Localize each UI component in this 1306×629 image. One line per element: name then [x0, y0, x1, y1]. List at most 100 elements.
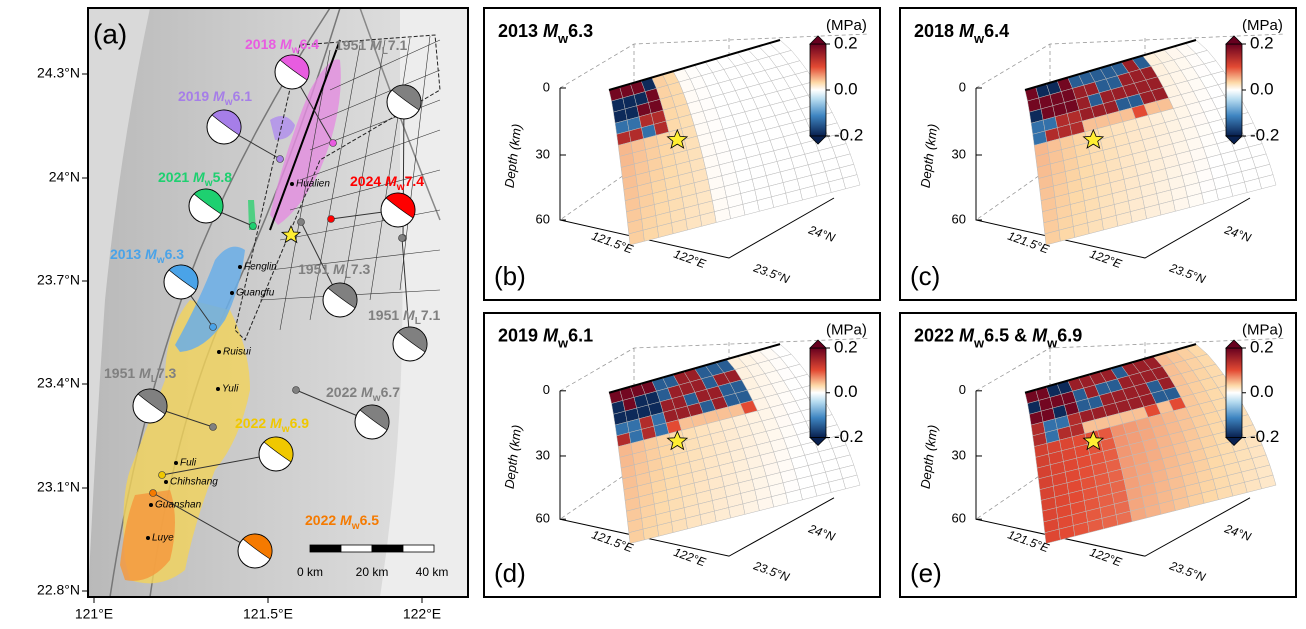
fault-panel: 2013 Mw6.3(b)Depth (km)03060121.5°E122°E…: [484, 8, 880, 300]
colorbar-unit: (MPa): [1242, 321, 1283, 338]
depth-tick-label: 30: [536, 447, 550, 462]
text-part: M: [340, 512, 352, 528]
colorbar-tick-label: 0.0: [834, 79, 858, 98]
panels: 2013 Mw6.3(b)Depth (km)03060121.5°E122°E…: [484, 8, 1296, 597]
place-label: Chihshang: [170, 477, 218, 488]
place-label: Fenglin: [244, 262, 277, 273]
lon-tick-label: 122°E: [403, 606, 441, 622]
text-part: M: [333, 261, 345, 277]
scale-segment: [372, 545, 403, 552]
epicenter: [250, 223, 257, 230]
lat-tick-label: 23.7°N: [37, 272, 80, 288]
colorbar-tick-label: 0.2: [1250, 337, 1274, 356]
depth-tick-label: 0: [959, 382, 966, 397]
text-part: M: [385, 173, 397, 189]
text-part: 6.4: [984, 21, 1009, 41]
text-part: 2013: [498, 21, 543, 41]
text-part: w: [156, 255, 165, 266]
colorbar-tick-label: -0.2: [1250, 125, 1279, 144]
text-part: 2013: [110, 246, 145, 262]
place-dot: [174, 461, 178, 465]
lat-tick-label: 23.1°N: [37, 479, 80, 495]
epicenter: [210, 424, 217, 431]
depth-tick-label: 0: [543, 79, 550, 94]
text-part: w: [204, 178, 213, 189]
place-dot: [290, 182, 294, 186]
depth-tick-label: 30: [952, 447, 966, 462]
text-part: w: [281, 424, 290, 435]
text-part: M: [361, 384, 373, 400]
depth-tick-label: 30: [952, 146, 966, 161]
text-part: M: [193, 169, 205, 185]
colorbar-unit: (MPa): [826, 321, 867, 338]
fault-panel: 2019 Mw6.1(d)Depth (km)03060121.5°E122°E…: [484, 313, 880, 597]
text-part: 6.9: [290, 415, 310, 431]
colorbar: [1226, 348, 1242, 437]
text-part: w: [372, 393, 381, 404]
text-part: w: [291, 45, 300, 56]
text-part: 7.1: [388, 37, 408, 53]
place-label: Luye: [152, 533, 174, 544]
place-dot: [230, 291, 234, 295]
text-part: 6.5 &: [984, 325, 1032, 345]
text-part: 2024: [350, 173, 385, 189]
colorbar: [1226, 44, 1242, 136]
epicenter: [210, 324, 217, 331]
lon-tick-label: 121°E: [75, 606, 113, 622]
epicenter: [293, 387, 300, 394]
panel-label: (d): [494, 558, 526, 588]
place-dot: [146, 536, 150, 540]
panel-label: (a): [93, 18, 127, 49]
text-part: 2019: [178, 88, 213, 104]
text-part: M: [139, 365, 151, 381]
place-dot: [217, 350, 221, 354]
epicenter: [298, 219, 305, 226]
depth-tick-label: 0: [959, 79, 966, 94]
text-part: 1951: [368, 307, 403, 323]
fault-panel: 2022 Mw6.5 & Mw6.9(e)Depth (km)03060121.…: [900, 313, 1296, 597]
text-part: 2018: [245, 36, 280, 52]
text-part: w: [224, 97, 233, 108]
text-part: w: [351, 521, 360, 532]
place-label: Yuli: [222, 384, 239, 395]
text-part: 7.1: [421, 307, 441, 323]
text-part: M: [270, 415, 282, 431]
epicenter: [150, 490, 157, 497]
colorbar: [810, 348, 826, 437]
colorbar-tick-label: 0.0: [834, 382, 858, 401]
fault-panel: 2018 Mw6.4(c)Depth (km)03060121.5°E122°E…: [900, 8, 1296, 300]
scale-label: 40 km: [416, 565, 449, 579]
text-part: 7.4: [405, 173, 425, 189]
scale-label: 0 km: [297, 565, 323, 579]
figure-canvas: 24.3°N24°N23.7°N23.4°N23.1°N22.8°N121°E1…: [0, 0, 1306, 629]
text-part: 2022: [326, 384, 361, 400]
lat-tick-label: 23.4°N: [37, 375, 80, 391]
text-part: 6.4: [300, 36, 320, 52]
figure: 24.3°N24°N23.7°N23.4°N23.1°N22.8°N121°E1…: [0, 0, 1306, 629]
epicenter: [277, 156, 284, 163]
text-part: 5.8: [213, 169, 233, 185]
lat-tick-label: 22.8°N: [37, 582, 80, 598]
text-part: 2022: [914, 325, 959, 345]
epicenter: [399, 235, 406, 242]
depth-tick-label: 30: [536, 146, 550, 161]
lat-tick-label: 24°N: [49, 169, 80, 185]
depth-tick-label: 60: [952, 511, 966, 526]
text-part: M: [213, 88, 225, 104]
place-label: Ruisui: [223, 347, 252, 358]
colorbar-tick-label: 0.0: [1250, 382, 1274, 401]
colorbar-tick-label: -0.2: [834, 427, 863, 446]
epicenter: [330, 140, 337, 147]
depth-tick-label: 0: [543, 382, 550, 397]
place-label: Fuli: [180, 458, 197, 469]
epicenter: [328, 216, 335, 223]
place-dot: [216, 387, 220, 391]
place-label: Guangfu: [236, 288, 275, 299]
text-part: 6.9: [1057, 325, 1082, 345]
depth-tick-label: 60: [536, 511, 550, 526]
text-part: M: [959, 21, 975, 41]
colorbar-tick-label: 0.2: [1250, 33, 1274, 52]
text-part: 1951: [104, 365, 139, 381]
place-label: Hualien: [296, 179, 330, 190]
text-part: 6.5: [360, 512, 380, 528]
